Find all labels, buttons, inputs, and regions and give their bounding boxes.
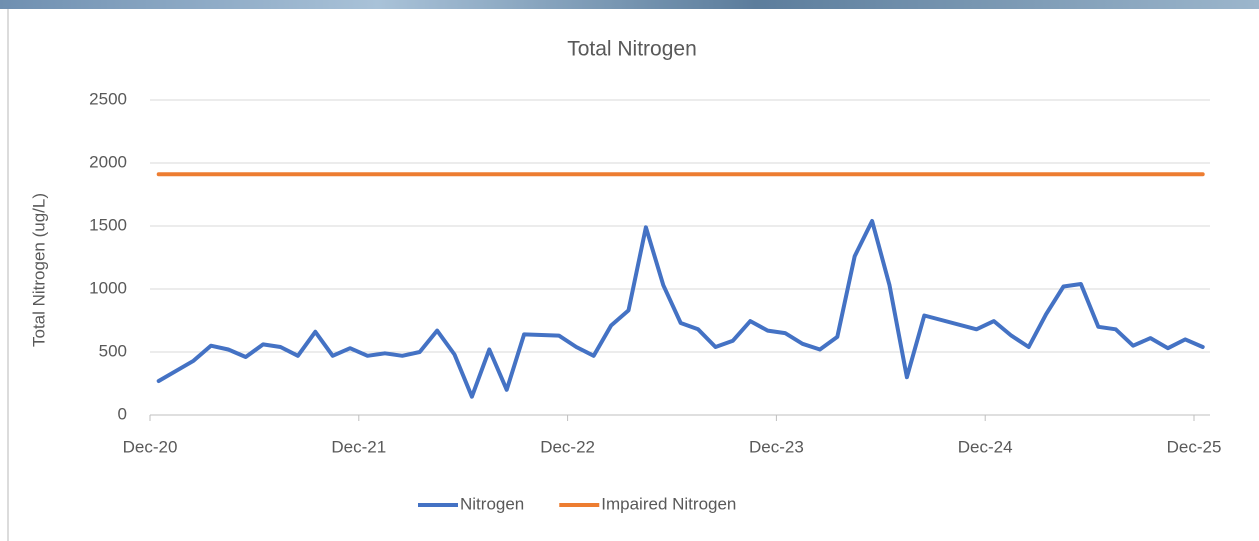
legend-label: Impaired Nitrogen: [601, 494, 736, 513]
y-tick-label: 0: [118, 404, 127, 423]
x-tick-label: Dec-22: [540, 437, 595, 456]
x-tick-label: Dec-23: [749, 437, 804, 456]
x-tick-label: Dec-21: [331, 437, 386, 456]
x-tick-label: Dec-20: [123, 437, 178, 456]
y-tick-label: 1000: [89, 278, 127, 297]
y-tick-label: 2000: [89, 152, 127, 171]
x-tick-label: Dec-25: [1167, 437, 1222, 456]
page: {"chart_data": { "type": "line", "title"…: [0, 0, 1259, 541]
y-tick-label: 2500: [89, 89, 127, 108]
data-line: [159, 221, 1203, 397]
y-tick-label: 500: [99, 341, 127, 360]
chart: Total Nitrogen Total Nitrogen (ug/L) 0 50…: [0, 0, 1259, 541]
chart-title: Total Nitrogen: [567, 38, 697, 61]
legend-label: Nitrogen: [460, 494, 524, 513]
x-tick-label: Dec-24: [958, 437, 1013, 456]
header-strip: [0, 0, 1259, 9]
y-axis-title: Total Nitrogen (ug/L): [29, 193, 48, 347]
y-tick-label: 1500: [89, 215, 127, 234]
